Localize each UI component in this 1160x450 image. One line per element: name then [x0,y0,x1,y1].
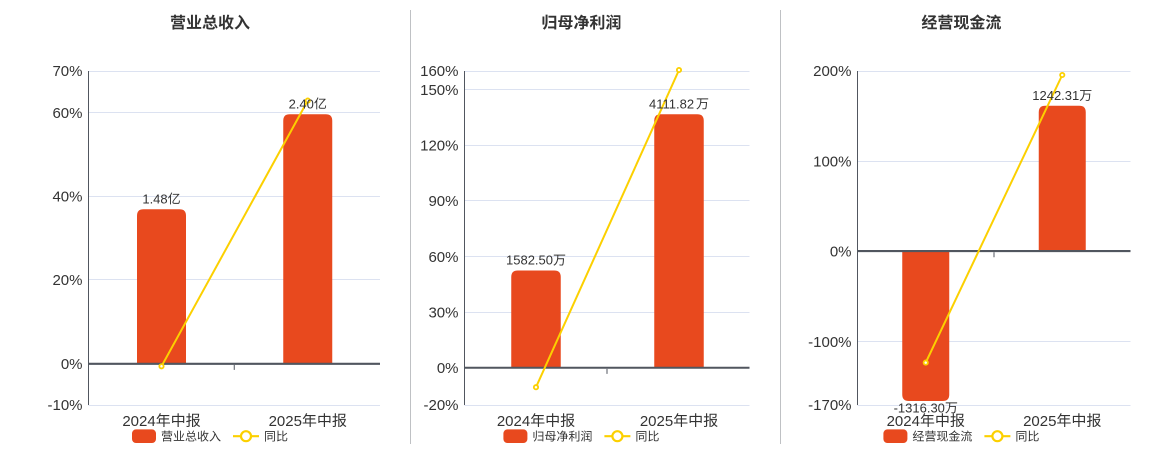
svg-text:90%: 90% [428,193,458,210]
svg-text:150%: 150% [420,82,458,99]
svg-text:-170%: -170% [808,397,851,414]
svg-text:2025: 2025 [1023,413,1056,430]
svg-text:100%: 100% [813,153,851,170]
svg-text:200%: 200% [813,63,851,80]
svg-text:70%: 70% [52,63,82,80]
svg-text:0%: 0% [830,243,852,260]
svg-text:1582.50: 1582.50 [506,253,553,268]
svg-text:2024: 2024 [887,413,920,430]
svg-text:1.48: 1.48 [142,191,167,206]
svg-text:-10%: -10% [47,397,82,414]
svg-text:30%: 30% [428,304,458,321]
svg-text:4111.82: 4111.82 [649,96,694,111]
svg-text:2024: 2024 [122,413,155,430]
svg-text:-100%: -100% [808,334,851,351]
svg-text:-1316.30: -1316.30 [894,400,945,415]
svg-text:20%: 20% [52,272,82,289]
svg-text:60%: 60% [52,105,82,122]
svg-text:2024: 2024 [497,413,530,430]
svg-text:2025: 2025 [640,413,673,430]
svg-text:0%: 0% [437,360,459,377]
svg-text:160%: 160% [420,63,458,80]
svg-text:2.40: 2.40 [289,96,314,111]
svg-text:1242.31: 1242.31 [1032,88,1079,103]
svg-text:-20%: -20% [423,397,458,414]
svg-text:60%: 60% [428,249,458,266]
svg-text:120%: 120% [420,137,458,154]
svg-text:2025: 2025 [269,413,302,430]
svg-text:40%: 40% [52,188,82,205]
svg-text:0%: 0% [61,356,83,373]
